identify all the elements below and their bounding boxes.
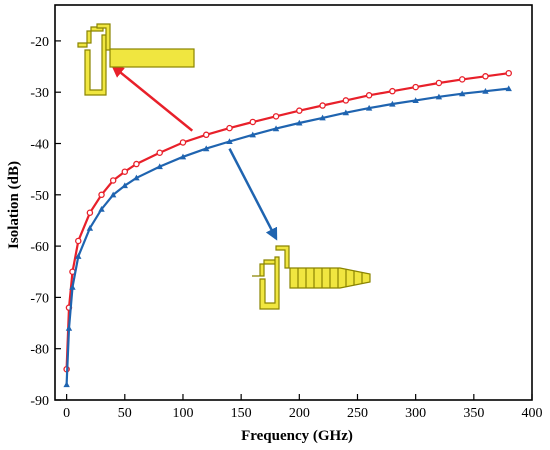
series-1-point [179, 139, 187, 146]
series-2-point [121, 182, 129, 189]
y-tick-label: -60 [30, 240, 49, 255]
series-line-2 [65, 87, 509, 385]
series-1-point [296, 107, 303, 114]
x-tick-label: 350 [463, 406, 484, 421]
x-tick-label: 400 [522, 406, 543, 421]
series-2-point [365, 104, 373, 111]
series-2-point [75, 253, 82, 259]
series-1-point [365, 92, 373, 99]
x-tick-label: 250 [347, 406, 368, 421]
y-tick-label: -80 [30, 343, 49, 358]
series-2-point [109, 191, 117, 198]
x-tick-label: 300 [405, 406, 426, 421]
series-1-point [156, 149, 163, 156]
series-1-point [133, 160, 140, 168]
y-tick-label: -30 [30, 86, 49, 101]
series-2-point [226, 138, 233, 145]
series-1-point [226, 124, 233, 132]
series-2-point [65, 324, 73, 331]
series-1-point [482, 73, 489, 80]
series-2-point [505, 85, 512, 92]
series-layer [63, 69, 512, 388]
series-line-1 [65, 72, 509, 370]
annotation-arrow-1 [111, 64, 194, 132]
plot-frame [54, 4, 533, 401]
x-tick-label: 0 [63, 406, 70, 421]
x-tick-label: 100 [172, 406, 193, 421]
x-axis-title: Frequency (GHz) [241, 428, 353, 444]
y-tick-label: -70 [30, 291, 49, 306]
tapered-transmission-line-stub-icon [252, 245, 371, 310]
y-tick-label: -20 [30, 35, 49, 50]
annotation-layer [111, 64, 278, 241]
series-2-point [86, 224, 94, 231]
series-1-point [98, 191, 105, 199]
axis-layer: 0 50 100 150 200 250 300 350 400 -20 -30 -40 -50 -60 -… [30, 4, 543, 421]
series-1-point [249, 118, 257, 126]
series-1-point [435, 79, 443, 87]
series-1-point [121, 168, 129, 175]
series-1-point [389, 87, 396, 95]
series-1-point [75, 237, 82, 245]
y-tick-label: -40 [30, 138, 49, 153]
series-2-point [458, 90, 466, 97]
series-2-point [389, 100, 396, 107]
x-tick-label: 150 [231, 406, 252, 421]
series-2-point [156, 163, 163, 170]
series-2-point [98, 205, 105, 212]
series-2-point [203, 145, 210, 152]
series-2-point [435, 93, 443, 100]
series-1-point [109, 177, 117, 184]
series-2-point [272, 125, 280, 132]
y-tick-label: -90 [30, 394, 49, 409]
x-tick-label: 200 [289, 406, 310, 421]
annotation-arrow-2 [228, 148, 278, 241]
series-2-point [342, 109, 350, 116]
uniform-transmission-line-stub-icon [77, 23, 195, 96]
series-2-point [412, 97, 419, 103]
series-2-point [179, 153, 187, 160]
x-tick-label: 50 [118, 406, 132, 421]
series-1-point [342, 97, 350, 104]
y-axis-title: Isolation (dB) [6, 161, 22, 249]
series-1-point [86, 209, 94, 217]
series-2-point [482, 87, 489, 94]
series-2-point [296, 119, 303, 126]
series-1-point [272, 113, 280, 120]
series-2-point [249, 131, 256, 138]
series-1-point [505, 69, 512, 77]
series-2-point [319, 114, 326, 121]
series-2-point [133, 174, 140, 181]
y-tick-label: -50 [30, 189, 49, 204]
series-1-point [458, 76, 466, 83]
series-1-point [412, 83, 419, 91]
series-1-point [319, 102, 326, 109]
series-2-point [69, 283, 76, 290]
series-1-point [202, 131, 210, 139]
series-2-point [63, 381, 70, 388]
